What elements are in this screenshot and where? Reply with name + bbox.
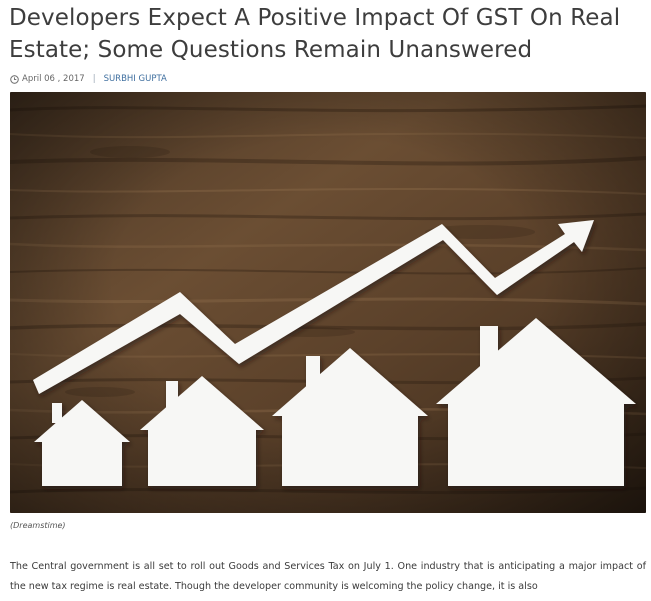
clock-icon [10,74,19,84]
publish-date: April 06 , 2017 [22,74,85,84]
article-body-paragraph: The Central government is all set to rol… [10,561,646,592]
article-meta: April 06 , 2017 | SURBHI GUPTA [10,72,167,86]
author-link[interactable]: SURBHI GUPTA [103,74,167,84]
rising-arrow-graphic [33,220,594,394]
article-hero-image [10,92,646,513]
houses-graphic [34,318,636,486]
image-caption: (Dreamstime) [10,521,66,530]
meta-separator: | [92,74,96,84]
article-title: Developers Expect A Positive Impact Of G… [9,5,621,63]
